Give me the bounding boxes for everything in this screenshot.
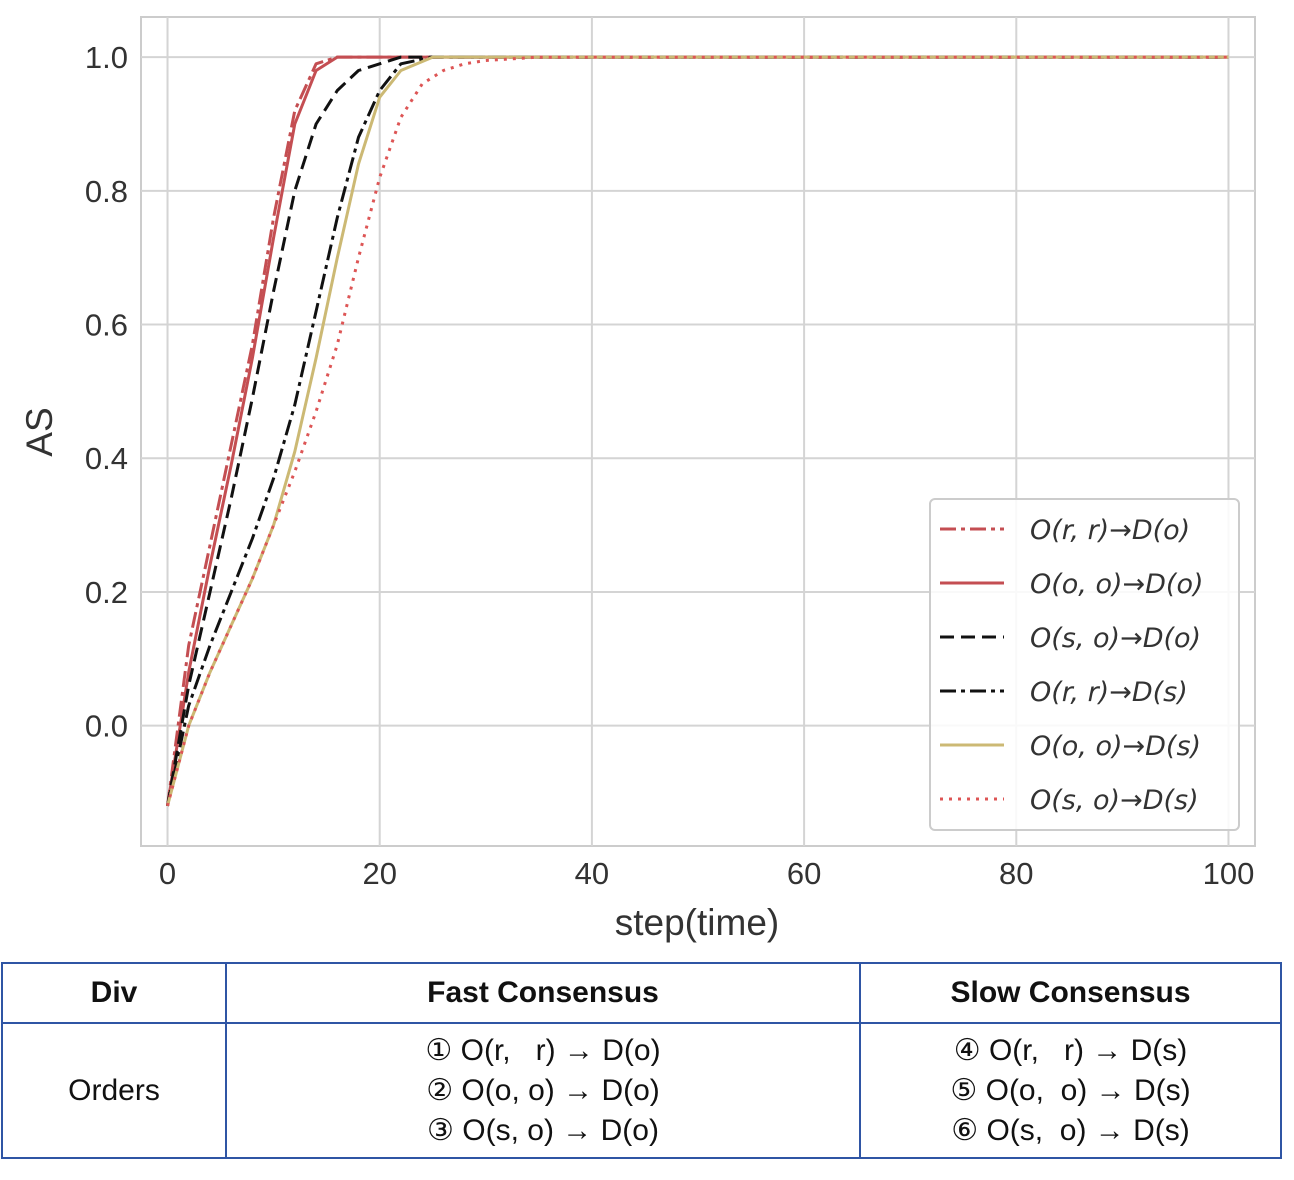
header-fast-consensus: Fast Consensus	[225, 962, 861, 1024]
x-tick-label-40: 40	[575, 856, 609, 891]
x-axis-title: step(time)	[615, 902, 779, 943]
x-tick-label-60: 60	[787, 856, 821, 891]
legend-frame	[929, 498, 1240, 831]
y-tick-label-2: 0.4	[85, 441, 128, 476]
x-tick-label-20: 20	[362, 856, 396, 891]
line-chart: 0 20 40 60 80 100 0.0 0.2 0.4 0.6 0.8 1.0 step(time…	[19, 16, 1256, 943]
fast-order-3: ③ O(s, o) → D(o)	[427, 1113, 659, 1147]
legend-label-3: O(s, o)→D(o)	[1030, 623, 1201, 654]
series-line-5	[166, 55, 1229, 807]
y-tick-label-0: 0.0	[85, 709, 128, 744]
legend-label-6: O(s, o)→D(s)	[1030, 785, 1199, 816]
y-tick-label-3: 0.6	[85, 308, 128, 343]
table-header-row: Div Fast Consensus Slow Consensus	[1, 962, 1282, 1024]
y-axis-title: AS	[19, 407, 60, 456]
header-slow-consensus: Slow Consensus	[859, 962, 1282, 1024]
row-label-orders: Orders	[1, 1022, 227, 1159]
consensus-orders-table: Div Fast Consensus Slow Consensus Orders…	[1, 962, 1282, 1159]
fast-order-2: ② O(o, o) → D(o)	[426, 1073, 660, 1107]
x-tick-label-0: 0	[159, 856, 176, 891]
series-line-4	[166, 55, 1229, 807]
y-tick-label-1: 0.2	[85, 575, 128, 610]
x-tick-label-80: 80	[999, 856, 1033, 891]
legend-label-2: O(o, o)→D(o)	[1030, 569, 1204, 600]
table-row: Orders ① O(r, r) → D(o) ② O(o, o) → D(o)…	[1, 1022, 1282, 1159]
legend-label-1: O(r, r)→D(o)	[1030, 515, 1190, 546]
legend-label-5: O(o, o)→D(s)	[1030, 731, 1201, 762]
slow-order-5: ⑤ O(o, o) → D(s)	[950, 1073, 1191, 1107]
y-tick-label-5: 1.0	[85, 40, 128, 75]
x-tick-label-100: 100	[1203, 856, 1255, 891]
y-tick-label-4: 0.8	[85, 174, 128, 209]
slow-consensus-cell: ④ O(r, r) → D(s) ⑤ O(o, o) → D(s) ⑥ O(s,…	[859, 1022, 1282, 1159]
fast-order-1: ① O(r, r) → D(o)	[425, 1033, 661, 1067]
header-div: Div	[1, 962, 227, 1024]
legend-label-4: O(r, r)→D(s)	[1030, 677, 1188, 708]
fast-consensus-cell: ① O(r, r) → D(o) ② O(o, o) → D(o) ③ O(s,…	[225, 1022, 861, 1159]
tick-labels: 0 20 40 60 80 100 0.0 0.2 0.4 0.6 0.8 1.0	[85, 40, 1254, 891]
series-line-6	[166, 55, 1229, 807]
series-lines	[166, 55, 1229, 807]
slow-order-6: ⑥ O(s, o) → D(s)	[951, 1113, 1190, 1147]
legend: O(r, r)→D(o) O(o, o)→D(o) O(s, o)→D(o) O(r,…	[929, 498, 1240, 831]
slow-order-4: ④ O(r, r) → D(s)	[953, 1033, 1188, 1067]
